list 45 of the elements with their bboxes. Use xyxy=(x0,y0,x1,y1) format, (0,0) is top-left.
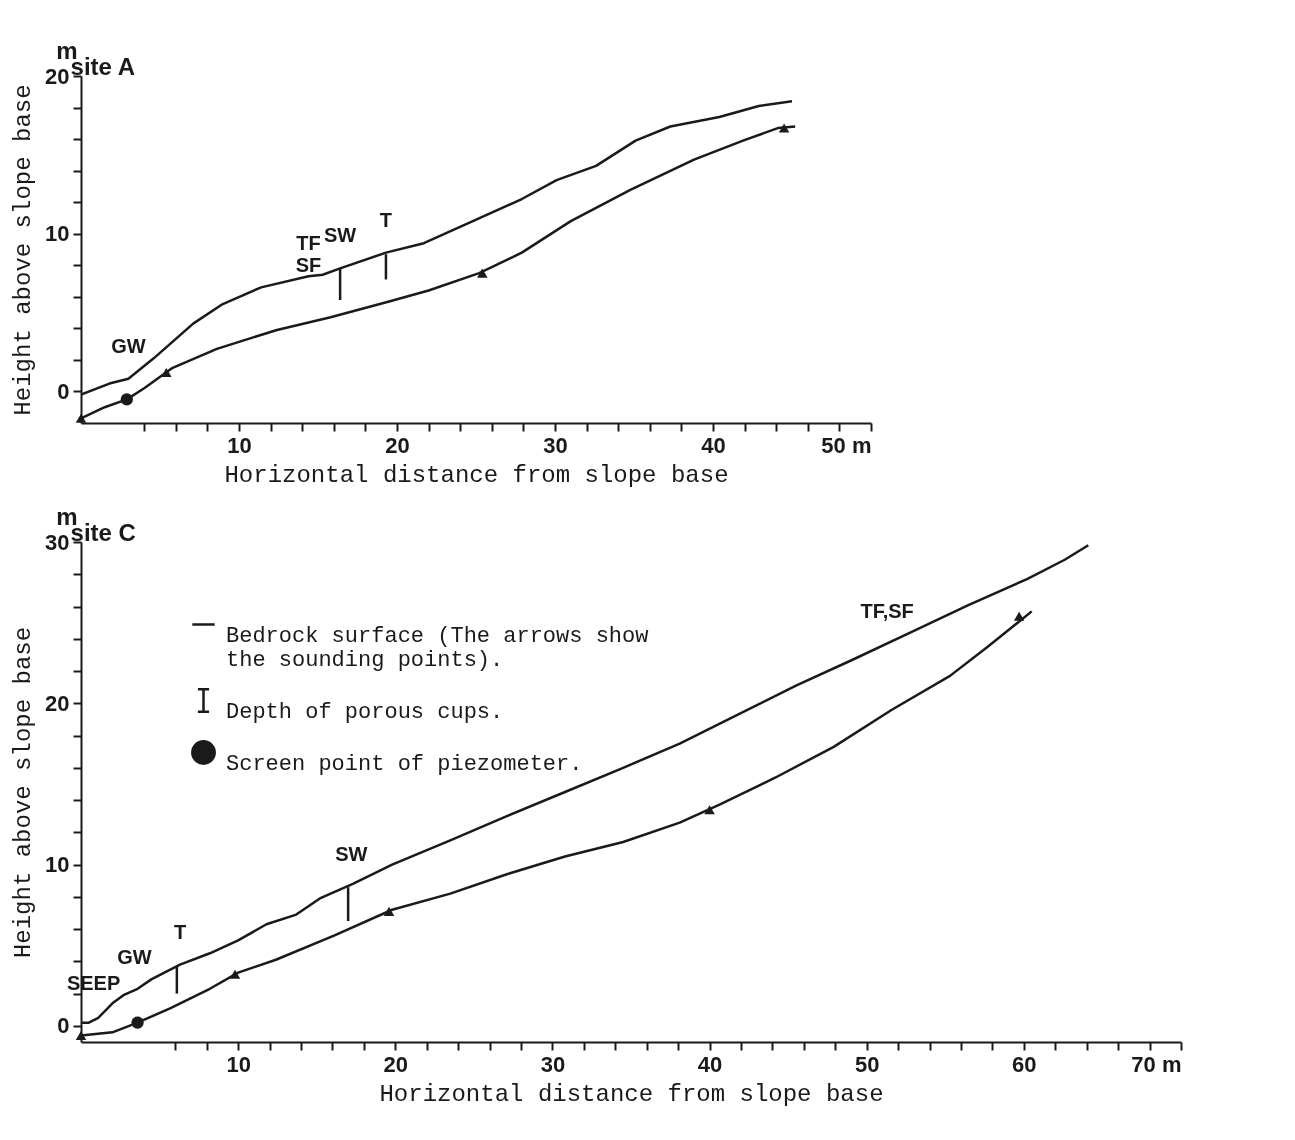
x-tick-label: 20 xyxy=(385,432,410,458)
x-tick-label: 60 xyxy=(1012,1051,1037,1077)
y-axis-title: Height above slope base xyxy=(10,626,38,959)
x-tick-label: 50 m xyxy=(821,432,872,458)
legend-label: Depth of porous cups. xyxy=(226,699,504,725)
y-axis-title: Height above slope base xyxy=(10,84,38,416)
legend-label: Bedrock surface (The arrows show the sounding points). xyxy=(226,623,649,673)
annotation: T xyxy=(173,920,187,943)
x-tick-label: 50 xyxy=(854,1051,880,1077)
y-tick-label: 10 xyxy=(45,852,70,878)
point xyxy=(778,123,790,133)
x-tick-label: 30 xyxy=(540,1051,566,1077)
point xyxy=(120,393,133,406)
x-tick-label: 10 xyxy=(226,1051,251,1077)
y-tick-label: 10 xyxy=(45,221,70,247)
annotation: SW xyxy=(324,224,357,247)
x-tick-label: 40 xyxy=(697,1051,723,1077)
y-tick-label: 20 xyxy=(45,690,70,716)
y-tick-label: 0 xyxy=(57,378,70,404)
point xyxy=(1013,611,1025,621)
legend-label: Screen point of piezometer. xyxy=(226,751,583,777)
x-axis-title: Horizontal distance from slope base xyxy=(379,1080,884,1108)
y-tick-label: 30 xyxy=(45,529,70,555)
x-tick-label: 70 m xyxy=(1131,1051,1182,1077)
x-tick-label: 40 xyxy=(701,432,726,458)
x-tick-label: 20 xyxy=(383,1051,409,1077)
annotation: T xyxy=(379,208,393,231)
point xyxy=(229,969,241,979)
y-tick-label: 20 xyxy=(45,63,70,89)
point xyxy=(75,1031,87,1041)
x-tick-label: 10 xyxy=(227,432,252,458)
point xyxy=(161,367,172,378)
point xyxy=(131,1016,144,1029)
y-tick-label: 0 xyxy=(57,1013,70,1039)
annotation: TF SF xyxy=(295,232,322,277)
x-axis-title: Horizontal distance from slope base xyxy=(224,461,729,489)
x-tick-label: 30 xyxy=(543,432,568,458)
point xyxy=(383,906,395,916)
annotation: SW xyxy=(335,843,368,866)
point xyxy=(704,805,715,815)
annotation: TF,SF xyxy=(860,599,914,622)
annotation: GW xyxy=(111,334,146,357)
annotation: GW xyxy=(117,946,152,969)
point xyxy=(75,413,87,423)
point xyxy=(477,268,488,278)
